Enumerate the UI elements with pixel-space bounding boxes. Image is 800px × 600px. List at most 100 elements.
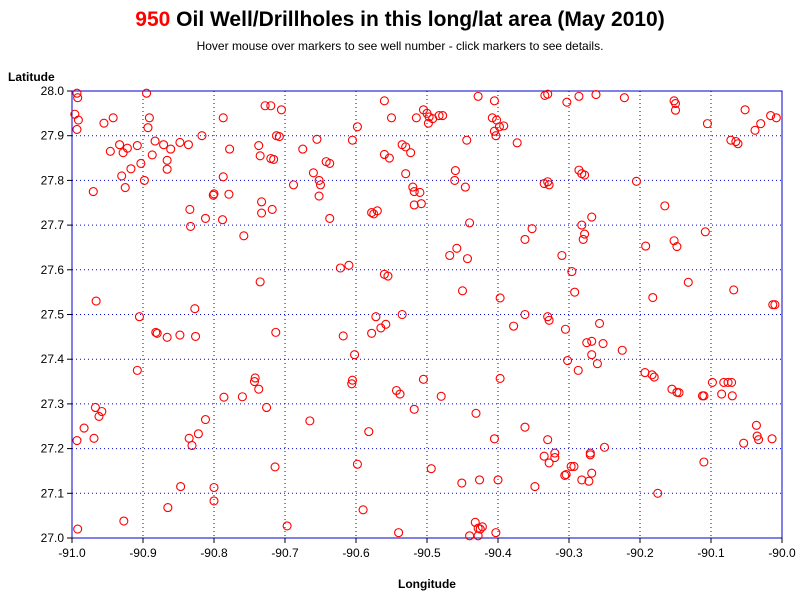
well-marker[interactable] [493, 475, 503, 485]
well-marker[interactable] [450, 175, 460, 185]
well-marker[interactable] [260, 101, 270, 111]
well-marker[interactable] [344, 260, 354, 270]
well-marker[interactable] [699, 457, 709, 467]
well-marker[interactable] [186, 221, 196, 231]
well-marker[interactable] [249, 376, 260, 387]
well-marker[interactable] [89, 433, 99, 443]
well-marker[interactable] [409, 187, 419, 197]
well-marker[interactable] [499, 121, 509, 131]
well-marker[interactable] [255, 151, 265, 161]
well-marker[interactable] [325, 158, 335, 168]
well-marker[interactable] [495, 293, 505, 303]
well-marker[interactable] [544, 180, 554, 190]
well-marker[interactable] [266, 101, 276, 111]
well-marker[interactable] [358, 505, 368, 515]
well-marker[interactable] [142, 88, 152, 98]
well-marker[interactable] [491, 528, 501, 538]
well-marker[interactable] [166, 144, 176, 154]
well-marker[interactable] [471, 408, 481, 418]
well-marker[interactable] [372, 206, 382, 216]
well-marker[interactable] [598, 339, 608, 349]
well-marker[interactable] [717, 389, 727, 399]
well-marker[interactable] [401, 142, 411, 152]
well-marker[interactable] [105, 146, 115, 156]
well-marker[interactable] [150, 136, 160, 146]
well-marker[interactable] [550, 452, 560, 463]
well-marker[interactable] [465, 218, 475, 228]
well-marker[interactable] [163, 503, 173, 513]
well-marker[interactable] [699, 391, 709, 401]
well-marker[interactable] [766, 111, 776, 121]
well-marker[interactable] [350, 350, 360, 360]
well-marker[interactable] [308, 168, 318, 178]
well-marker[interactable] [298, 144, 308, 154]
well-marker[interactable] [452, 243, 462, 253]
well-marker[interactable] [569, 461, 579, 472]
well-marker[interactable] [489, 434, 500, 444]
well-marker[interactable] [670, 105, 681, 115]
well-marker[interactable] [190, 331, 201, 341]
well-marker[interactable] [462, 135, 472, 145]
well-marker[interactable] [530, 482, 540, 492]
well-marker[interactable] [136, 158, 146, 168]
well-marker[interactable] [190, 304, 200, 314]
well-marker[interactable] [767, 434, 777, 444]
well-marker[interactable] [364, 427, 374, 437]
well-marker[interactable] [79, 423, 89, 433]
well-marker[interactable] [269, 154, 279, 164]
well-marker[interactable] [473, 91, 483, 101]
well-marker[interactable] [147, 150, 157, 160]
well-marker[interactable] [434, 111, 444, 121]
well-marker[interactable] [567, 267, 577, 277]
well-marker[interactable] [726, 135, 736, 145]
well-marker[interactable] [143, 123, 153, 133]
well-marker[interactable] [383, 271, 393, 281]
well-marker[interactable] [509, 321, 519, 331]
well-marker[interactable] [727, 377, 737, 387]
well-marker[interactable] [570, 287, 580, 297]
well-marker[interactable] [270, 462, 280, 472]
well-marker[interactable] [347, 135, 358, 145]
well-marker[interactable] [727, 391, 737, 401]
well-marker[interactable] [733, 139, 743, 149]
well-marker[interactable] [587, 212, 597, 222]
well-marker[interactable] [731, 136, 741, 147]
well-marker[interactable] [225, 144, 235, 154]
well-marker[interactable] [274, 132, 284, 142]
well-marker[interactable] [314, 175, 324, 185]
well-marker[interactable] [750, 125, 760, 135]
well-marker[interactable] [739, 438, 749, 448]
well-marker[interactable] [648, 292, 658, 303]
well-marker[interactable] [641, 241, 651, 251]
well-marker[interactable] [352, 122, 362, 132]
well-marker[interactable] [200, 213, 211, 223]
well-marker[interactable] [99, 118, 109, 128]
well-marker[interactable] [73, 115, 83, 125]
well-marker[interactable] [707, 377, 717, 387]
well-marker[interactable] [175, 330, 185, 340]
well-marker[interactable] [250, 373, 260, 383]
well-marker[interactable] [563, 355, 573, 366]
well-marker[interactable] [475, 524, 485, 534]
well-marker[interactable] [176, 482, 186, 492]
well-marker[interactable] [395, 389, 405, 399]
well-marker[interactable] [162, 155, 172, 165]
well-marker[interactable] [144, 113, 154, 123]
well-marker[interactable] [386, 113, 397, 123]
well-marker[interactable] [438, 111, 448, 121]
well-marker[interactable] [367, 328, 377, 338]
well-marker[interactable] [457, 478, 467, 488]
well-marker[interactable] [599, 442, 610, 452]
well-marker[interactable] [520, 422, 530, 432]
well-marker[interactable] [653, 488, 663, 498]
well-marker[interactable] [401, 169, 411, 179]
well-marker[interactable] [418, 374, 429, 384]
well-marker[interactable] [352, 459, 362, 469]
well-marker[interactable] [200, 414, 211, 425]
well-marker[interactable] [411, 113, 421, 123]
well-marker[interactable] [185, 204, 195, 215]
well-marker[interactable] [397, 309, 407, 320]
well-marker[interactable] [126, 164, 136, 174]
well-marker[interactable] [384, 153, 394, 163]
well-marker[interactable] [315, 180, 326, 190]
